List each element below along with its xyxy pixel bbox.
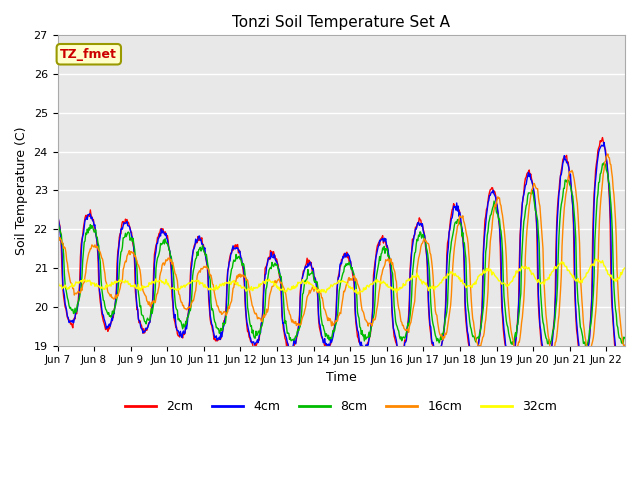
Legend: 2cm, 4cm, 8cm, 16cm, 32cm: 2cm, 4cm, 8cm, 16cm, 32cm	[120, 396, 562, 418]
Title: Tonzi Soil Temperature Set A: Tonzi Soil Temperature Set A	[232, 15, 450, 30]
Y-axis label: Soil Temperature (C): Soil Temperature (C)	[15, 126, 28, 255]
X-axis label: Time: Time	[326, 371, 356, 384]
Text: TZ_fmet: TZ_fmet	[60, 48, 117, 61]
